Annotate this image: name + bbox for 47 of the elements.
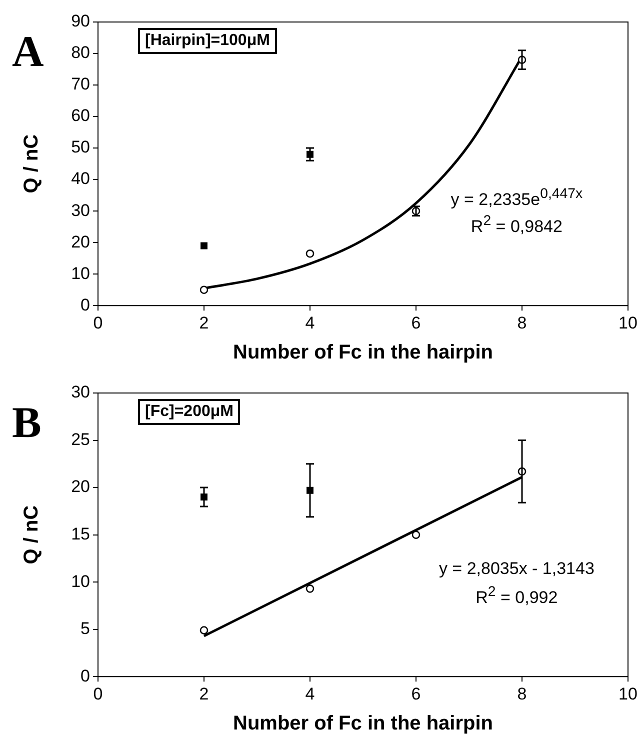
y-axis-title: Q / nC — [20, 134, 43, 194]
y-tick-label: 80 — [71, 43, 90, 62]
y-tick-label: 30 — [71, 200, 90, 220]
y-tick-label: 90 — [71, 12, 90, 31]
x-tick-label: 8 — [517, 684, 527, 704]
point — [306, 249, 314, 258]
y-tick-label: 0 — [80, 295, 90, 314]
x-tick-label: 10 — [618, 684, 638, 704]
y-tick-label: 40 — [71, 169, 90, 188]
y-tick-label: 20 — [71, 477, 90, 496]
y-tick-label: 50 — [71, 138, 90, 157]
point — [306, 584, 314, 593]
y-tick-label: 5 — [80, 619, 90, 638]
x-axis-title: Number of Fc in the hairpin — [232, 712, 494, 735]
x-tick-label: 4 — [305, 313, 315, 332]
x-axis-title: Number of Fc in the hairpin — [232, 342, 494, 364]
y-tick-label: 20 — [71, 232, 90, 252]
x-tick-label: 2 — [199, 684, 209, 704]
x-tick-label: 10 — [618, 313, 638, 332]
x-tick-label: 8 — [517, 313, 527, 332]
y-tick-label: 15 — [71, 524, 90, 544]
y-tick-label: 70 — [71, 74, 90, 94]
point — [200, 286, 208, 294]
point — [200, 626, 208, 634]
y-axis-title: Q / nC — [20, 505, 43, 564]
y-tick-label: 0 — [80, 666, 90, 686]
annotation: R$^{2}$ = 0,992 — [476, 584, 558, 608]
text: A — [12, 27, 44, 76]
y-tick-label: 30 — [71, 382, 90, 402]
annotation: y = 2,2335e$^{0,447x}$ — [450, 186, 583, 210]
x-tick-label: 0 — [93, 684, 103, 704]
x-tick-label: 4 — [305, 684, 315, 704]
annotation: R$^{2}$ = 0,9842 — [470, 213, 562, 237]
y-tick-label: 10 — [71, 572, 90, 591]
annotation: [Hairpin]=100μM — [138, 28, 277, 54]
x-tick-label: 0 — [93, 313, 103, 332]
x-tick-label: 6 — [411, 684, 421, 704]
annotation: [Fc]=200μM — [138, 399, 240, 425]
annotation: y = 2,8035x - 1,3143 — [438, 558, 594, 579]
point — [200, 242, 208, 250]
x-tick-label: 6 — [411, 313, 421, 332]
y-tick-label: 60 — [71, 106, 90, 126]
text: B — [12, 398, 42, 447]
x-tick-label: 2 — [199, 313, 209, 332]
y-tick-label: 25 — [71, 430, 90, 449]
y-tick-label: 10 — [71, 264, 90, 283]
point — [412, 530, 420, 539]
